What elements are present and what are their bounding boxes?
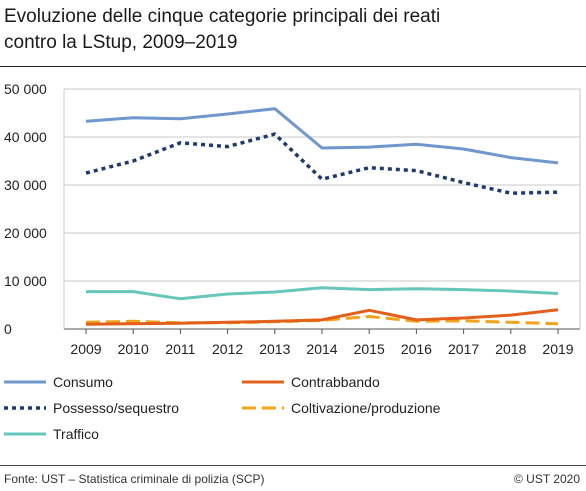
x-tick-label: 2013 <box>259 341 290 357</box>
chart-title: Evoluzione delle cinque categorie princi… <box>4 4 582 56</box>
title-divider <box>0 66 586 67</box>
chart-title-line-2: contro la LStup, 2009–2019 <box>4 32 238 53</box>
y-axis-tick-labels: 0 10 000 20 000 30 000 40 000 50 000 <box>4 81 47 337</box>
series-line-coltivazione-produzione <box>85 315 559 326</box>
legend-label: Contrabbando <box>291 374 380 390</box>
series-line-consumo <box>85 107 559 165</box>
y-tick-label: 40 000 <box>4 129 47 145</box>
x-tick-label: 2010 <box>118 341 149 357</box>
y-tick-label: 10 000 <box>4 273 47 289</box>
legend-label: Possesso/sequestro <box>53 400 179 416</box>
source-note: Fonte: UST – Statistica criminale di pol… <box>4 472 265 486</box>
legend-label: Consumo <box>53 374 113 390</box>
y-tick-label: 50 000 <box>4 81 47 97</box>
series-line-traffico <box>86 286 559 301</box>
legend: Consumo Contrabbando Possesso/sequestro Col… <box>4 374 441 442</box>
y-tick-label: 30 000 <box>4 177 47 193</box>
legend-label: Coltivazione/produzione <box>291 400 441 416</box>
chart-title-line-1: Evoluzione delle cinque categorie princi… <box>4 6 441 27</box>
x-tick-label: 2009 <box>70 341 101 357</box>
y-tick-label: 0 <box>4 321 12 337</box>
series-line-contrabbando <box>85 308 559 326</box>
x-tick-label: 2019 <box>542 341 573 357</box>
x-tick-label: 2012 <box>212 341 243 357</box>
x-tick-label: 2016 <box>401 341 432 357</box>
x-tick-label: 2018 <box>495 341 526 357</box>
x-tick-label: 2014 <box>306 341 337 357</box>
x-tick-label: 2015 <box>354 341 385 357</box>
legend-label: Traffico <box>53 426 99 442</box>
x-tick-label: 2011 <box>165 341 195 357</box>
x-axis-tick-labels: 2009 2010 2011 2012 2013 2014 2015 2016 2017 2018… <box>70 329 574 357</box>
series-line-possesso-sequestro <box>85 132 559 195</box>
copyright-note: © UST 2020 <box>514 472 580 486</box>
x-tick-label: 2017 <box>448 341 479 357</box>
y-tick-label: 20 000 <box>4 225 47 241</box>
series-lines <box>85 107 559 326</box>
footer-divider <box>0 465 586 466</box>
